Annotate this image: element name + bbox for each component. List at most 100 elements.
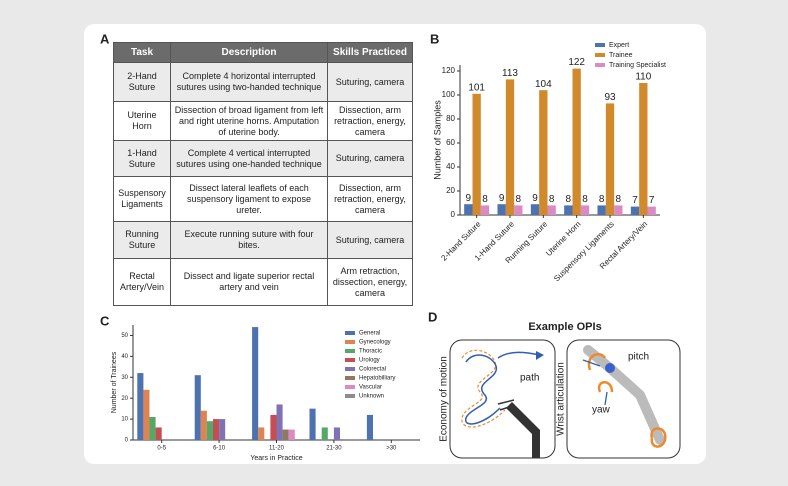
legend-swatch — [595, 43, 605, 47]
table-cell: Suspensory Ligaments — [113, 176, 171, 222]
bar — [252, 327, 259, 440]
panel-letter: A — [100, 31, 110, 46]
data-label: 93 — [604, 92, 616, 103]
y-tick-label: 30 — [121, 375, 128, 381]
instrument-shaft — [583, 345, 665, 445]
bar — [200, 410, 207, 440]
bar — [530, 204, 540, 215]
bar — [547, 205, 556, 215]
legend-swatch — [345, 367, 355, 371]
table-cell: Complete 4 vertical interrupted sutures … — [170, 140, 328, 177]
table-cell: Rectal Artery/Vein — [113, 258, 171, 306]
bar — [639, 83, 648, 215]
data-label: 8 — [549, 194, 555, 205]
header-cell: Description — [170, 42, 328, 63]
panel-letter: B — [430, 31, 439, 46]
legend-label: Colorectal — [359, 367, 386, 373]
table-cell: Running Suture — [113, 221, 171, 259]
bar — [143, 389, 150, 440]
bar — [288, 429, 295, 440]
y-tick-label: 20 — [121, 396, 128, 402]
panel-letter: C — [100, 313, 110, 328]
legend-label: Hepatobilliary — [359, 376, 395, 382]
data-label: 8 — [516, 194, 522, 205]
annotation: yaw — [592, 405, 611, 416]
diagram-title: Example OPIs — [528, 321, 601, 333]
y-tick-label: 0 — [451, 210, 456, 219]
table-cell: Complete 4 horizontal interrupted suture… — [170, 62, 328, 102]
legend-swatch — [345, 358, 355, 362]
legend-swatch — [345, 340, 355, 344]
y-tick-label: 20 — [446, 186, 455, 195]
bar — [464, 204, 473, 215]
legend-label: Thoracic — [359, 349, 382, 355]
data-label: 101 — [468, 82, 485, 93]
arrow-head — [536, 351, 544, 360]
x-tick-label: 21-30 — [326, 446, 342, 452]
x-tick-label: >30 — [386, 446, 397, 452]
y-tick-label: 40 — [446, 162, 455, 171]
bar — [614, 205, 623, 215]
legend-label: Training Specialist — [609, 62, 666, 69]
task-table: Task Description Skills Practiced 2-Hand… — [113, 42, 413, 306]
legend-swatch — [595, 63, 605, 67]
reference-path — [461, 349, 506, 428]
legend-label: Trainee — [609, 52, 633, 59]
bar — [505, 79, 515, 216]
x-tick-label: 6-10 — [213, 446, 226, 452]
legend-swatch — [345, 331, 355, 335]
box-label: Wrist articulation — [556, 362, 567, 436]
data-label: 8 — [616, 194, 622, 205]
table-cell: Uterine Horn — [113, 101, 171, 141]
bar — [597, 205, 606, 215]
panel-letter: D — [428, 309, 437, 324]
legend-label: Urology — [359, 358, 380, 364]
y-tick-label: 40 — [121, 354, 128, 360]
axis-arrow — [582, 359, 608, 406]
bar — [137, 373, 144, 440]
bar — [276, 404, 283, 440]
bar — [270, 414, 277, 440]
y-tick-label: 80 — [446, 114, 455, 123]
bar — [580, 205, 590, 215]
legend-swatch — [345, 349, 355, 353]
table-row: Running Suture Execute running suture wit… — [113, 221, 413, 259]
annotation: path — [520, 373, 539, 384]
table-row: 1-Hand Suture Complete 4 vertical interru… — [113, 140, 413, 177]
rotation-arc — [650, 427, 667, 448]
bar — [514, 205, 523, 215]
legend-label: Gynecology — [359, 340, 391, 346]
table-cell: Dissect lateral leaflets of each suspens… — [170, 176, 328, 222]
bar — [155, 427, 162, 440]
data-label: 9 — [532, 193, 538, 204]
legend-label: Expert — [609, 42, 629, 49]
bar — [206, 421, 214, 440]
bar — [564, 205, 573, 215]
y-tick-label: 100 — [442, 90, 456, 99]
table-row: Uterine Horn Dissection of broad ligament… — [113, 101, 413, 141]
y-axis-label: Number of Samples — [432, 100, 442, 180]
data-label: 8 — [482, 194, 488, 205]
data-label: 8 — [599, 194, 605, 205]
bar — [258, 427, 265, 440]
x-axis-label: Years in Practice — [250, 455, 302, 462]
header-cell: Skills Practiced — [327, 42, 413, 63]
x-tick-label: 11-20 — [269, 446, 285, 452]
bar — [630, 206, 640, 215]
bar — [309, 408, 316, 440]
table-row: Rectal Artery/Vein Dissect and ligate sup… — [113, 258, 413, 306]
bar — [366, 414, 374, 440]
table-cell: Dissection, arm retraction, energy, came… — [327, 101, 413, 141]
x-tick-label: Suspensory Ligaments — [552, 220, 616, 284]
table-cell: 1-Hand Suture — [113, 140, 171, 177]
bar — [480, 205, 490, 215]
bar — [472, 93, 481, 215]
table-row: Suspensory Ligaments Dissect lateral leaf… — [113, 176, 413, 222]
instrument-jaw — [497, 399, 515, 411]
legend-label: Vascular — [359, 385, 382, 391]
bar — [282, 429, 289, 440]
y-axis-label: Number of Trainees — [111, 351, 118, 413]
rotation-arc — [587, 353, 607, 371]
annotation: pitch — [628, 352, 649, 363]
